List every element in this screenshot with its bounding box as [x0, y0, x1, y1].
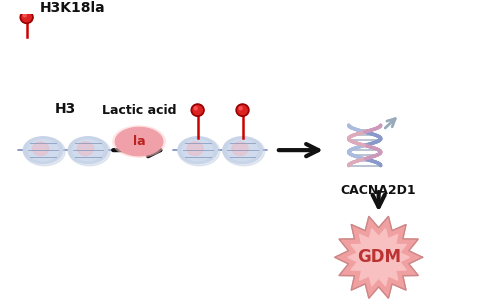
Circle shape — [239, 107, 242, 110]
Circle shape — [191, 104, 204, 116]
Ellipse shape — [112, 126, 166, 157]
Circle shape — [236, 104, 249, 116]
Circle shape — [20, 11, 33, 23]
Ellipse shape — [24, 137, 63, 164]
Ellipse shape — [187, 142, 203, 156]
Text: CACNA2D1: CACNA2D1 — [341, 184, 416, 197]
Ellipse shape — [115, 127, 163, 156]
Ellipse shape — [32, 142, 48, 156]
Text: la: la — [132, 135, 145, 148]
Ellipse shape — [224, 137, 264, 166]
Ellipse shape — [182, 140, 213, 161]
Polygon shape — [348, 229, 410, 286]
Ellipse shape — [178, 137, 220, 166]
Circle shape — [22, 13, 32, 22]
Text: H3: H3 — [55, 102, 76, 116]
Ellipse shape — [78, 142, 94, 156]
Text: GDM: GDM — [356, 248, 401, 266]
Circle shape — [238, 106, 247, 115]
Text: Lactic acid: Lactic acid — [102, 104, 176, 117]
Text: H3K18la: H3K18la — [40, 1, 105, 15]
Polygon shape — [335, 217, 422, 298]
Ellipse shape — [72, 140, 103, 161]
Ellipse shape — [228, 140, 258, 161]
Ellipse shape — [232, 142, 248, 156]
Ellipse shape — [223, 137, 262, 164]
Ellipse shape — [68, 137, 108, 164]
Circle shape — [193, 106, 202, 115]
Ellipse shape — [24, 137, 65, 166]
Circle shape — [23, 14, 26, 17]
Ellipse shape — [69, 137, 110, 166]
Circle shape — [194, 107, 198, 110]
Ellipse shape — [28, 140, 58, 161]
Ellipse shape — [178, 137, 218, 164]
